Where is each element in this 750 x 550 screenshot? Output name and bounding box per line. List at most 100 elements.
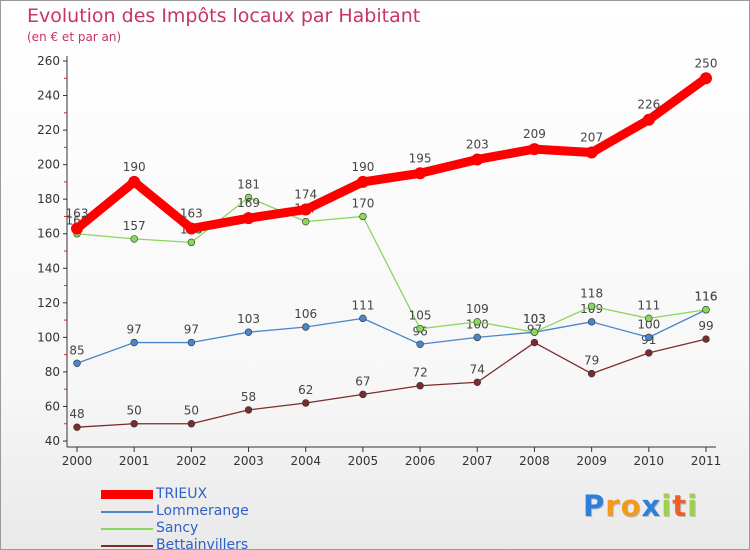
proxiti-logo: Proxiti (583, 489, 699, 523)
data-point-lommerange (130, 338, 138, 347)
data-label-lommerange: 103 (523, 312, 546, 326)
x-tick-label: 2006 (405, 454, 436, 468)
x-tick-label: 2008 (519, 454, 550, 468)
series-line-lommerange (76, 309, 707, 364)
data-label-bettainvillers: 58 (241, 390, 256, 404)
data-point-bettainvillers (645, 349, 653, 357)
data-point-bettainvillers (587, 369, 596, 378)
data-point-sancy (187, 238, 196, 247)
legend-swatch-sancy (101, 528, 153, 530)
data-point-bettainvillers (130, 420, 138, 428)
x-tick-label: 2010 (634, 454, 665, 468)
data-point-bettainvillers (473, 378, 481, 386)
data-label-bettainvillers: 99 (698, 319, 713, 333)
x-tick-label: 2011 (691, 454, 722, 468)
data-label-sancy: 118 (580, 286, 603, 300)
data-point-lommerange (73, 359, 81, 367)
data-label-bettainvillers: 48 (69, 407, 84, 421)
x-tick-label: 2007 (462, 454, 493, 468)
data-point-lommerange (416, 340, 424, 348)
data-label-trieux: 174 (294, 188, 317, 202)
data-label-lommerange: 97 (184, 323, 199, 337)
data-point-sancy (130, 235, 138, 243)
x-tick-label: 2002 (176, 454, 207, 468)
data-point-sancy (587, 302, 596, 310)
chart-title: Evolution des Impôts locaux par Habitant (27, 5, 421, 27)
data-point-sancy (359, 212, 367, 221)
data-point-lommerange (244, 328, 253, 336)
data-point-bettainvillers (416, 382, 424, 390)
y-tick-label: 80 (45, 365, 60, 379)
data-point-lommerange (187, 338, 196, 347)
data-point-sancy (530, 328, 539, 336)
data-point-trieux (642, 113, 655, 126)
data-label-trieux: 195 (409, 151, 432, 165)
data-label-trieux: 163 (66, 207, 89, 221)
chart-subtitle: (en € et par an) (27, 30, 122, 44)
data-point-bettainvillers (359, 390, 367, 399)
data-point-sancy (473, 318, 481, 326)
data-label-sancy: 157 (123, 219, 146, 233)
data-label-trieux: 226 (637, 98, 660, 112)
y-tick-label: 120 (37, 296, 60, 310)
data-point-bettainvillers (302, 399, 310, 407)
data-point-trieux (71, 222, 83, 235)
legend-label-bettainvillers: Bettainvillers (156, 537, 249, 550)
data-label-sancy: 170 (351, 196, 374, 210)
data-point-sancy (416, 325, 424, 333)
data-point-lommerange (359, 314, 367, 323)
data-label-lommerange: 85 (69, 343, 84, 357)
data-label-lommerange: 106 (294, 307, 317, 321)
data-label-sancy: 103 (523, 312, 546, 326)
data-point-lommerange (645, 333, 653, 342)
data-label-bettainvillers: 62 (298, 383, 313, 397)
data-point-trieux (700, 72, 712, 85)
data-point-lommerange (302, 323, 310, 331)
data-point-trieux (299, 203, 312, 216)
data-point-sancy (702, 306, 710, 314)
legend-label-lommerange: Lommerange (156, 503, 249, 519)
data-point-bettainvillers (530, 338, 539, 347)
data-point-bettainvillers (244, 406, 253, 414)
x-tick-label: 2000 (62, 454, 93, 468)
data-label-trieux: 207 (580, 131, 603, 145)
data-label-trieux: 209 (523, 127, 546, 141)
data-point-trieux (471, 153, 484, 166)
data-point-trieux (585, 146, 598, 159)
y-tick-label: 160 (37, 227, 60, 241)
data-point-trieux (185, 222, 198, 235)
y-tick-label: 260 (37, 54, 60, 68)
y-tick-label: 60 (45, 399, 60, 413)
series-line-bettainvillers (76, 338, 707, 428)
data-label-bettainvillers: 72 (412, 366, 427, 380)
data-label-trieux: 190 (123, 160, 146, 174)
data-point-sancy (645, 314, 653, 323)
data-label-bettainvillers: 50 (184, 404, 199, 418)
data-label-trieux: 163 (180, 207, 203, 221)
x-tick-label: 2003 (233, 454, 264, 468)
series-line-sancy (76, 196, 707, 333)
data-point-trieux (128, 175, 141, 188)
y-tick-label: 180 (37, 192, 60, 206)
data-label-sancy: 181 (237, 177, 260, 191)
x-tick-label: 2004 (290, 454, 321, 468)
legend-label-sancy: Sancy (156, 520, 199, 536)
data-label-bettainvillers: 79 (584, 354, 599, 368)
data-point-bettainvillers (73, 423, 81, 431)
y-tick-label: 240 (37, 89, 60, 103)
y-tick-label: 100 (37, 330, 60, 344)
legend-swatch-trieux (101, 490, 153, 499)
data-point-trieux (242, 212, 255, 225)
data-point-bettainvillers (702, 335, 710, 343)
data-label-lommerange: 111 (351, 298, 374, 312)
data-point-trieux (528, 143, 541, 156)
series-line-trieux (72, 73, 711, 234)
x-tick-label: 2009 (576, 454, 607, 468)
x-tick-label: 2005 (348, 454, 379, 468)
data-label-lommerange: 97 (127, 323, 142, 337)
data-label-trieux: 169 (237, 196, 260, 210)
data-label-trieux: 190 (351, 160, 374, 174)
data-label-bettainvillers: 67 (355, 374, 370, 388)
data-point-sancy (302, 217, 310, 226)
